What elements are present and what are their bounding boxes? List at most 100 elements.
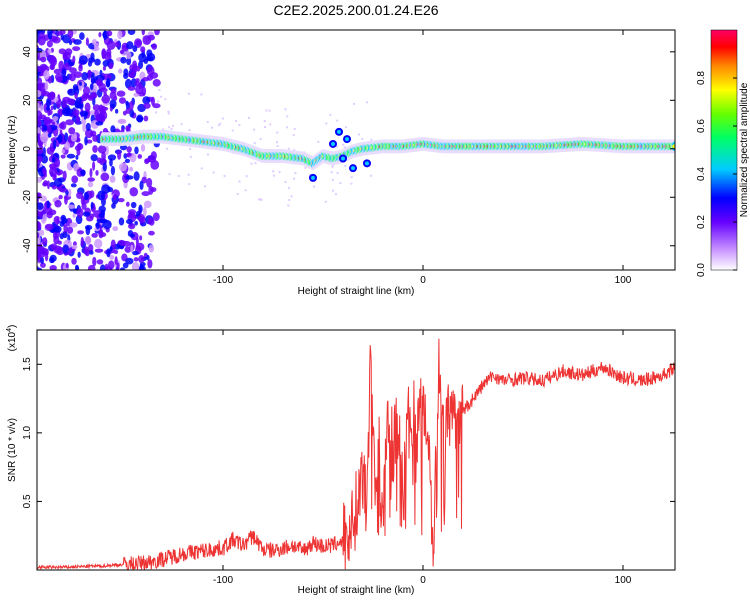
heatmap-noise-cell <box>121 240 131 247</box>
heatmap-faint-cell <box>329 113 332 116</box>
heatmap-faint-cell <box>254 162 257 165</box>
heatmap-noise-cell <box>85 215 94 222</box>
heatmap-noise-cell <box>138 265 147 270</box>
heatmap-faint-cell <box>286 126 289 129</box>
heatmap-noise-cell <box>66 226 74 234</box>
heatmap-noise-cell <box>125 101 130 110</box>
heatmap-noise-cell <box>66 98 76 106</box>
heatmap-noise-cell <box>37 220 40 228</box>
heatmap-noise-cell <box>127 85 136 91</box>
heatmap-faint-cell <box>331 164 334 167</box>
heatmap-faint-cell <box>265 109 268 112</box>
heatmap-faint-cell <box>177 174 180 177</box>
heatmap-faint-cell <box>263 126 266 129</box>
heatmap-noise-cell <box>91 232 98 238</box>
heatmap-noise-cell <box>45 248 49 256</box>
heatmap-noise-cell <box>109 99 117 109</box>
heatmap-noise-cell <box>106 40 116 51</box>
heatmap-noise-cell <box>130 201 137 209</box>
heatmap-noise-cell <box>83 191 89 201</box>
heatmap-faint-cell <box>331 165 334 168</box>
heatmap-faint-cell <box>236 192 239 195</box>
heatmap-noise-cell <box>72 55 76 64</box>
heatmap-faint-cell <box>332 189 335 192</box>
heatmap-faint-cell <box>238 124 241 127</box>
heatmap-noise-cell <box>79 32 85 40</box>
heatmap-noise-cell <box>84 236 92 245</box>
heatmap-noise-cell <box>78 64 83 72</box>
heatmap-noise-cell <box>119 267 126 270</box>
heatmap-noise-cell <box>133 171 140 181</box>
heatmap-noise-cell <box>82 211 91 217</box>
heatmap-noise-cell <box>37 249 43 255</box>
heatmap-noise-cell <box>100 172 110 182</box>
heatmap-noise-cell <box>53 177 63 187</box>
heatmap-faint-cell <box>263 120 266 123</box>
heatmap-noise-cell <box>126 218 133 225</box>
heatmap-noise-cell <box>142 77 150 82</box>
heatmap-noise-cell <box>125 107 131 114</box>
heatmap-faint-cell <box>304 166 307 169</box>
heatmap-noise-cell <box>37 35 46 46</box>
heatmap-faint-cell <box>269 123 272 126</box>
snr-x-label: Height of straight line (km) <box>298 585 415 596</box>
heatmap-noise-cell <box>146 65 155 76</box>
heatmap-noise-cell <box>118 119 126 124</box>
heatmap-noise-cell <box>148 218 155 226</box>
heatmap-noise-cell <box>49 166 58 177</box>
heatmap-noise-cell <box>135 242 145 251</box>
heatmap-noise-cell <box>143 102 151 109</box>
heatmap-blob-core <box>341 156 345 161</box>
heatmap-faint-cell <box>292 177 295 180</box>
colorbar: 0.0 0.2 0.4 0.6 0.8 Normalized spectral ampl… <box>696 29 750 277</box>
heatmap-noise-cell <box>85 225 91 236</box>
heatmap-noise-cell <box>72 46 81 52</box>
heatmap-noise-cell <box>154 30 160 36</box>
heatmap-faint-cell <box>168 126 171 129</box>
heatmap-noise-cell <box>125 201 130 207</box>
heatmap-noise-cell <box>94 238 103 249</box>
heatmap-noise-cell <box>148 185 154 195</box>
heatmap-noise-cell <box>37 65 44 72</box>
heatmap-faint-cell <box>336 172 339 175</box>
heatmap-noise-cell <box>130 244 134 254</box>
heatmap-faint-cell <box>189 147 192 150</box>
heatmap-noise-cell <box>37 126 41 134</box>
heatmap-noise-cell <box>115 108 119 114</box>
heatmap-faint-cell <box>365 101 368 104</box>
heatmap-noise-cell <box>48 109 53 116</box>
heatmap-faint-cell <box>257 198 260 201</box>
heatmap-blob-core <box>351 166 355 171</box>
heatmap-blob-core <box>331 141 335 146</box>
heatmap-noise-cell <box>127 30 136 36</box>
heatmap-noise-cell <box>111 203 116 209</box>
heatmap-noise-cell <box>94 58 101 66</box>
heatmap-noise-cell <box>46 200 50 209</box>
heatmap-faint-cell <box>287 204 290 207</box>
heatmap-noise-cell <box>47 31 53 40</box>
heatmap-noise-cell <box>92 134 98 142</box>
heatmap-noise-cell <box>71 257 77 265</box>
heatmap-noise-cell <box>65 108 74 117</box>
heatmap-noise-cell <box>109 254 115 260</box>
heatmap-blob-core <box>337 129 341 134</box>
heatmap-noise-cell <box>37 102 40 111</box>
heatmap-band-core <box>672 144 675 149</box>
heatmap-noise-cell <box>38 210 44 219</box>
heatmap-noise-cell <box>123 68 129 76</box>
heatmap-noise-cell <box>122 110 127 116</box>
heatmap-noise-cell <box>143 206 147 217</box>
heatmap-noise-cell <box>129 233 135 238</box>
heatmap-noise-cell <box>98 212 105 219</box>
heatmap-noise-cell <box>38 229 45 236</box>
heatmap-noise-cell <box>57 133 63 144</box>
heatmap-noise-cell <box>129 166 134 172</box>
heatmap-noise-cell <box>98 228 104 239</box>
spectrogram-ytick-label: -20 <box>22 190 33 205</box>
heatmap-blob-core <box>365 161 369 166</box>
heatmap-noise-cell <box>134 220 139 226</box>
heatmap-faint-cell <box>221 117 224 120</box>
spectrogram-ytick-label: 20 <box>22 94 33 106</box>
heatmap-noise-cell <box>128 211 136 219</box>
